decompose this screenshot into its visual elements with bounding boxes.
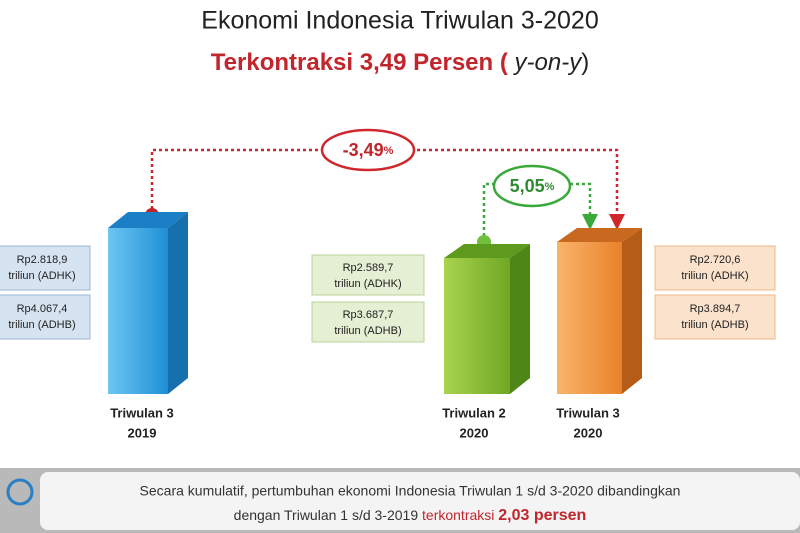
arrow [609, 214, 625, 230]
bar-label: Triwulan 3 [110, 405, 174, 420]
info-text: Rp3.894,7 [690, 303, 741, 315]
badge-unit: % [545, 181, 555, 193]
badge-text: -3,49% [343, 140, 394, 160]
badge-value: -3,49 [343, 140, 384, 160]
bar-label: 2020 [460, 425, 489, 440]
footer-text: dengan Triwulan 1 s/d 3-2019 [234, 507, 419, 523]
yoy-connector [150, 148, 619, 222]
badge [492, 164, 572, 208]
subtitle: Terkontraksi 3,49 Persen ( y-on-y) [211, 49, 589, 76]
info-box [311, 301, 425, 343]
info-box [311, 254, 425, 296]
info-text: triliun (ADHB) [334, 325, 401, 337]
info-box [654, 294, 776, 340]
info-text: triliun (ADHB) [8, 319, 75, 331]
subtitle-close: ) [581, 49, 589, 76]
bar-label: 2020 [574, 425, 603, 440]
badge [320, 128, 416, 172]
badge-text: 5,05% [510, 176, 555, 196]
footer-highlight: terkontraksi [422, 507, 494, 523]
subtitle-italic: y-on-y [513, 49, 584, 76]
bar-label: Triwulan 3 [556, 405, 620, 420]
info-text: Rp2.818,9 [17, 254, 68, 266]
info-text: Rp3.687,7 [343, 309, 394, 321]
info-text: triliun (ADHB) [681, 319, 748, 331]
footer-box [40, 472, 800, 530]
info-text: Rp4.067,4 [17, 303, 68, 315]
info-text: Rp2.720,6 [690, 254, 741, 266]
bar-label: Triwulan 2 [442, 405, 506, 420]
footer-highlight: 2,03 persen [498, 507, 586, 524]
bar [557, 228, 642, 394]
icon [6, 478, 34, 506]
info-box [0, 294, 91, 340]
footer-line: dengan Triwulan 1 s/d 3-2019 terkontraks… [234, 507, 587, 525]
subtitle-text: Terkontraksi 3,49 Persen ( [211, 49, 508, 76]
arrow [582, 214, 598, 230]
bar [108, 212, 188, 394]
bar-label: 2019 [128, 425, 157, 440]
badge-unit: % [384, 145, 394, 157]
info-box [0, 245, 91, 291]
bar [444, 244, 530, 394]
info-text: triliun (ADHK) [334, 278, 401, 290]
info-text: triliun (ADHK) [8, 270, 75, 282]
info-text: triliun (ADHK) [681, 270, 748, 282]
info-text: Rp2.589,7 [343, 262, 394, 274]
title: Ekonomi Indonesia Triwulan 3-2020 [201, 7, 598, 35]
badge-value: 5,05 [510, 176, 545, 196]
footer-line: Secara kumulatif, pertumbuhan ekonomi In… [140, 483, 681, 499]
info-box [654, 245, 776, 291]
